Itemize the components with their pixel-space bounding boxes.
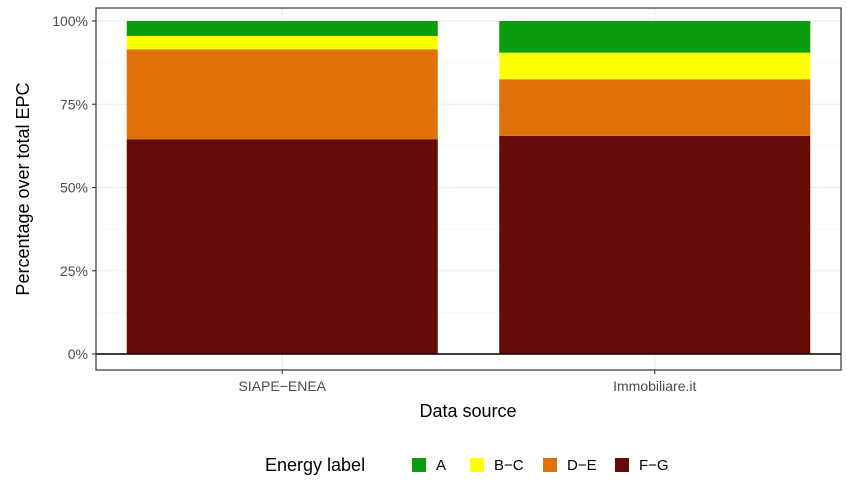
legend-key <box>543 458 557 472</box>
legend-label: F−G <box>639 457 669 474</box>
bar-segment <box>126 21 438 36</box>
y-tick-label: 0% <box>68 346 88 362</box>
bar-segment <box>499 52 811 80</box>
bar-segment <box>126 35 438 50</box>
legend-label: B−C <box>494 457 524 474</box>
bar-segment <box>499 135 811 354</box>
x-tick-label: SIAPE−ENEA <box>238 378 326 394</box>
y-axis-title: Percentage over total EPC <box>13 82 33 295</box>
legend-title: Energy label <box>265 455 365 475</box>
legend-key <box>470 458 484 472</box>
x-axis-title: Data source <box>419 401 516 421</box>
x-tick-label: Immobiliare.it <box>613 378 696 394</box>
y-axis: 0% 25% 50% 75% 100% <box>52 13 96 362</box>
panel-border <box>95 7 842 371</box>
legend-key <box>412 458 426 472</box>
legend: Energy label A B−C D−E F−G <box>265 455 669 475</box>
x-axis: SIAPE−ENEA Immobiliare.it <box>238 370 696 394</box>
y-tick-label: 75% <box>60 96 88 112</box>
legend-label: A <box>436 457 446 474</box>
legend-label: D−E <box>567 457 597 474</box>
bars <box>126 21 811 354</box>
y-tick-label: 25% <box>60 263 88 279</box>
y-tick-label: 100% <box>52 13 88 29</box>
y-tick-label: 50% <box>60 180 88 196</box>
bar-segment <box>126 139 438 354</box>
bar-segment <box>499 79 811 136</box>
bar-segment <box>499 21 811 53</box>
bar-segment <box>126 49 438 140</box>
legend-key <box>615 458 629 472</box>
